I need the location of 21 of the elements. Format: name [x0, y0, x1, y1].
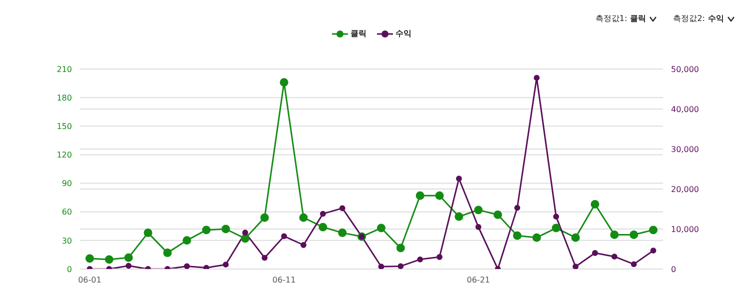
- y-tick-label: 210: [56, 64, 72, 74]
- x-tick-label: 06-21: [466, 276, 490, 285]
- legend-label: 수익: [396, 28, 412, 39]
- text: 측정값1: 클릭: [595, 13, 646, 24]
- y2-tick-label: 0: [671, 264, 676, 274]
- y-tick-label: 30: [62, 236, 72, 246]
- x-tick-label: 06-11: [272, 276, 296, 285]
- text: 측정값2: 수익: [673, 13, 724, 24]
- y2-tick-label: 50,000: [671, 64, 699, 74]
- y-tick-label: 0: [66, 264, 72, 274]
- y2-tick-label: 20,000: [671, 184, 699, 194]
- y2-tick-label: 30,000: [671, 144, 699, 154]
- y-tick-label: 60: [62, 208, 72, 217]
- legend-label: 클릭: [350, 28, 366, 39]
- y-tick-label: 90: [62, 179, 72, 188]
- x-tick-label: 06-01: [78, 276, 102, 285]
- y-tick-label: 120: [56, 150, 72, 160]
- y-tick-label: 150: [56, 122, 72, 131]
- y2-tick-label: 40,000: [671, 104, 699, 114]
- y-tick-label: 180: [56, 93, 72, 102]
- y2-tick-label: 10,000: [671, 224, 699, 234]
